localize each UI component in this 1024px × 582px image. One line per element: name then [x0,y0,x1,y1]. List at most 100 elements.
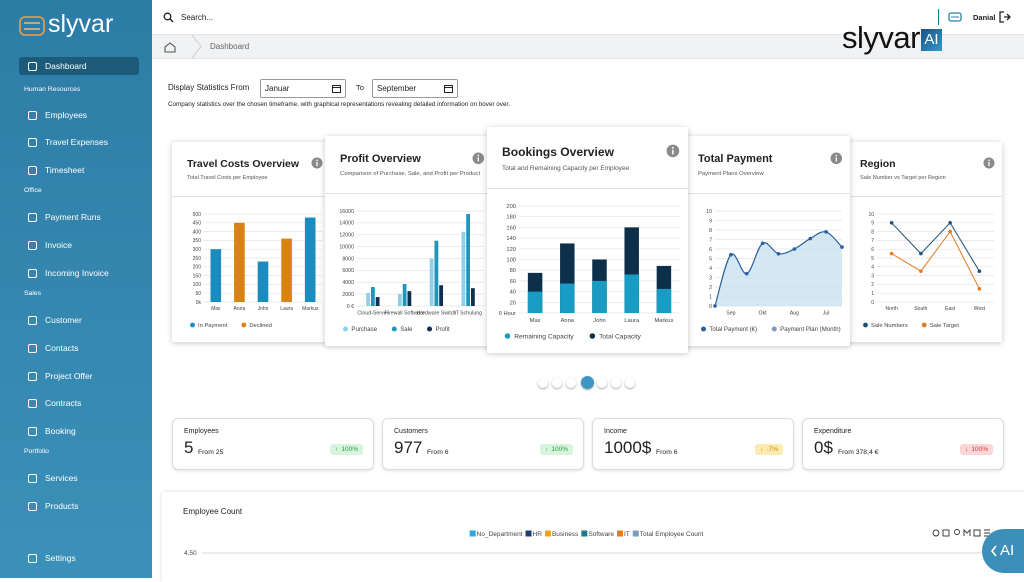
kpi-card[interactable]: Customers 977 From 6 ↑ 100% [382,418,584,470]
nav-item[interactable]: Contracts [19,394,139,412]
nav-item[interactable]: Invoice [19,236,139,254]
legend-label[interactable]: Sale Target [930,323,960,329]
kpi-card[interactable]: Income 1000$ From 6 ↓ -7% [592,418,794,470]
chart-card[interactable]: Travel Costs Overview Total Travel Costs … [172,142,330,342]
info-icon[interactable] [983,157,995,169]
legend-label[interactable]: Remaining Capacity [514,333,574,340]
topbar [152,0,1024,35]
carousel-dot[interactable] [538,378,548,388]
nav-item[interactable]: Travel Expenses [19,133,139,151]
legend-label[interactable]: Sale Numbers [871,323,908,329]
info-dot [672,146,674,149]
chart-card[interactable]: Region Sale Number vs Target per Region 0 1… [845,142,1002,342]
breadcrumb-home[interactable] [152,35,204,58]
chart-card[interactable]: Profit Overview Comparison of Purchase, S… [325,136,492,346]
bar [656,288,672,313]
company-icon[interactable] [948,11,962,23]
y-tick-label: 300 [193,247,202,253]
nav-item[interactable]: Settings [19,549,139,567]
y-tick-label: 200 [193,265,202,271]
kpi-badge: ↑ 100% [540,444,573,455]
logout-icon[interactable] [999,11,1011,23]
info-icon[interactable] [472,152,485,165]
zoom-in[interactable] [932,529,940,537]
legend-label[interactable]: Profit [435,326,449,333]
legend-label[interactable]: In Payment [198,323,228,329]
nav-item[interactable]: Project Offer [19,367,139,385]
bar [407,291,412,306]
nav-icon [28,399,37,408]
legend-marker [581,530,588,537]
user-name[interactable]: Danial [973,13,996,22]
nav-item[interactable]: Incoming Invoice [19,264,139,282]
card-separator [172,196,330,197]
carousel-dot[interactable] [597,378,607,388]
nav-icon [28,269,37,278]
x-tick-label: Max [211,306,221,312]
nav-item[interactable]: Payment Runs [19,208,139,226]
assistant-label: AI [1000,542,1015,559]
nav-heading: Sales [24,290,42,297]
nav-item[interactable]: Services [19,469,139,487]
card-title: Travel Costs Overview [187,158,300,171]
legend-label[interactable]: IT [624,531,630,538]
bar [592,280,607,313]
date-to[interactable]: September [372,79,458,98]
y-tick-label: 10000 [339,244,354,250]
pan[interactable] [963,528,971,536]
legend-label[interactable]: No_Department [477,531,523,538]
assistant-button[interactable]: AI [982,529,1024,573]
y-tick-label: 7 [709,237,712,243]
bar [429,258,434,306]
carousel-dot[interactable] [625,378,635,388]
y-tick-label: 5 [709,256,712,262]
legend-label[interactable]: Business [552,531,579,538]
y-tick-label: 9 [709,218,712,224]
chart-card[interactable]: Total Payment Payment Plans Overview 0 1 2 3 4… [683,136,850,346]
legend-label[interactable]: Total Employee Count [640,531,704,538]
carousel-dot[interactable] [552,378,562,388]
bar [402,284,407,306]
info-icon[interactable] [311,157,323,169]
legend-label[interactable]: Purchase [351,326,377,333]
legend-label[interactable]: Payment Plan (Month) [780,326,840,333]
nav-item[interactable]: Timesheet [19,161,139,179]
brand: slyvar [48,10,114,38]
legend-label[interactable]: Total Capacity [599,333,641,340]
y-tick-label: 2000 [342,292,354,298]
kpi-card[interactable]: Expenditure 0$ From 378,4 € ↓ 100% [802,418,1004,470]
nav-item[interactable]: Products [19,497,139,515]
x-tick-label: East [945,306,956,312]
legend-label[interactable]: Total Payment (€) [709,326,757,333]
zoom[interactable] [954,529,960,535]
x-tick-label: Okt [759,310,768,316]
carousel-dot[interactable] [611,378,621,388]
y-tick-label: 400 [193,229,202,235]
nav-label: Employees [45,110,88,120]
nav-item[interactable]: Employees [19,106,139,124]
date-from[interactable]: Januar [260,79,346,98]
legend-label[interactable]: Sale [400,326,413,333]
select[interactable] [942,529,950,537]
filter-label: Display Statistics From [168,83,250,92]
y-tick-label: 5 [871,256,874,262]
nav-item[interactable]: Dashboard [19,57,139,75]
nav-item[interactable]: Customer [19,311,139,329]
chart-card[interactable]: Bookings Overview Total and Remaining Cap… [487,127,688,353]
kpi-card[interactable]: Employees 5 From 25 ↑ 100% [172,418,374,470]
nav-item[interactable]: Booking [19,422,139,440]
legend-marker [616,530,623,537]
reset[interactable] [973,529,981,537]
legend-label[interactable]: Declined [249,323,272,329]
x-tick-label: Anna [561,318,575,324]
nav-heading: Office [24,187,42,194]
carousel-dot[interactable] [566,378,576,388]
info-icon[interactable] [830,152,843,165]
carousel-dot-active[interactable] [581,376,594,389]
nav-icon [28,316,37,325]
info-icon[interactable] [666,144,680,158]
legend-label[interactable]: Software [588,531,614,538]
legend-label[interactable]: HR [533,531,543,538]
nav-item[interactable]: Contacts [19,339,139,357]
search-input[interactable]: Search... [181,13,214,22]
